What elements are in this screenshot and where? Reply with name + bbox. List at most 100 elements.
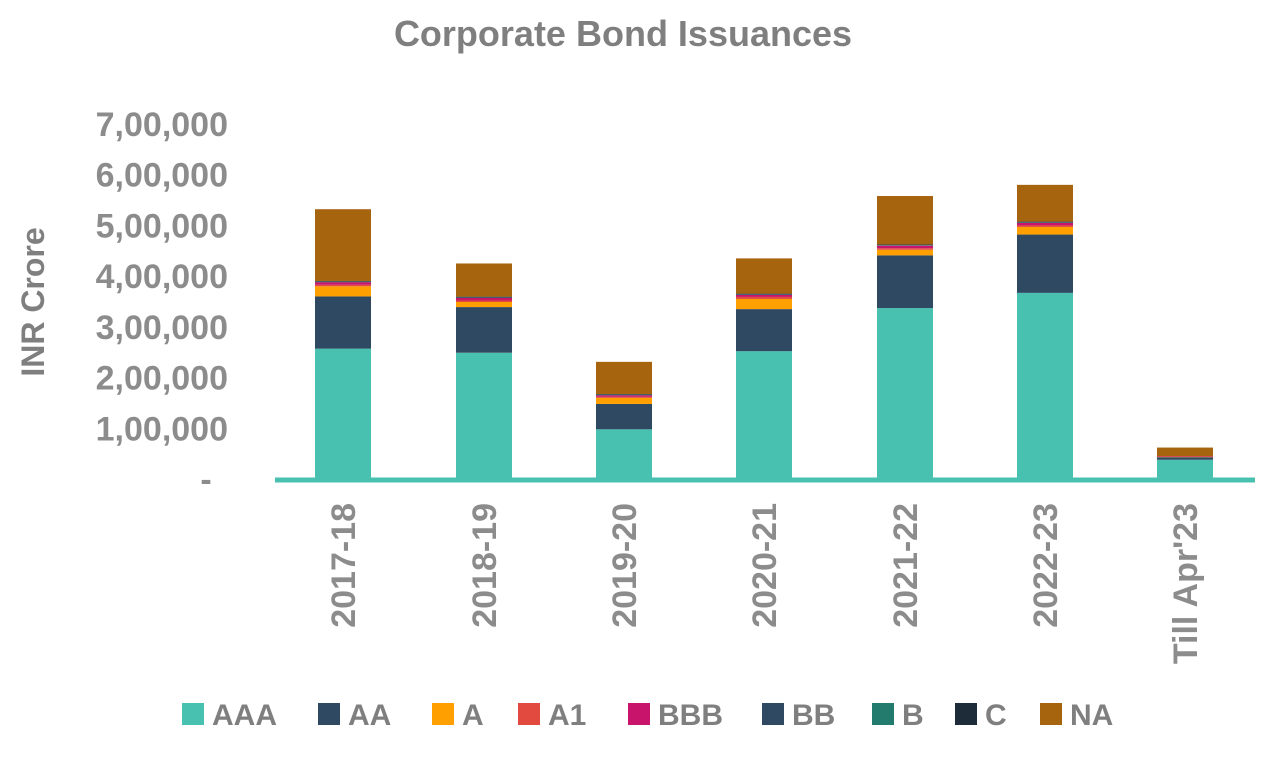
- bar-segment-a: [315, 286, 371, 297]
- bar-segment-na: [1017, 184, 1073, 222]
- bar-segment-aa: [1017, 234, 1073, 293]
- bar-segment-na: [877, 196, 933, 245]
- legend-item-a1: A1: [518, 699, 586, 732]
- legend-item-a: A: [432, 699, 484, 732]
- x-tick-label: 2019-20: [606, 503, 644, 628]
- bar-segment-a1: [596, 396, 652, 398]
- bar-segment-aaa: [1157, 459, 1213, 479]
- bar-segment-bbb: [1017, 222, 1073, 226]
- y-tick-label: 6,00,000: [96, 157, 228, 195]
- legend-swatch: [628, 703, 650, 725]
- bar-segment-a: [736, 298, 792, 310]
- bar-segment-a1: [1157, 456, 1213, 457]
- bar-segment-a: [456, 302, 512, 308]
- legend-label: A1: [548, 699, 586, 732]
- bar-segment-aa: [315, 296, 371, 349]
- y-tick-label: -: [200, 461, 211, 499]
- y-tick-label: 5,00,000: [96, 207, 228, 245]
- x-tick-label: 2022-23: [1027, 503, 1065, 628]
- x-tick-label: 2018-19: [466, 503, 504, 628]
- bar-stack-2017-18: [315, 209, 371, 479]
- bar-segment-bb: [877, 245, 933, 246]
- legend-label: B: [902, 699, 924, 732]
- bar-segment-b: [315, 281, 371, 282]
- bar-segment-bbb: [1157, 456, 1213, 457]
- bar-stack-2020-21: [736, 258, 792, 479]
- chart-title: Corporate Bond Issuances: [394, 13, 852, 54]
- legend-item-b: B: [872, 699, 924, 732]
- y-tick-label: 7,00,000: [96, 106, 228, 144]
- bar-segment-a1: [1017, 225, 1073, 227]
- bar-segment-a1: [736, 296, 792, 299]
- legend-item-aa: AA: [318, 699, 391, 732]
- bar-stack-till-apr-23: [1157, 447, 1213, 479]
- bar-segment-a: [877, 249, 933, 256]
- legend-item-c: C: [955, 699, 1007, 732]
- y-axis-ticks: - 1,00,000 2,00,000 3,00,000 4,00,000 5,00,00…: [96, 106, 228, 499]
- legend-swatch: [182, 703, 204, 725]
- x-tick-label: 2017-18: [325, 503, 363, 628]
- legend-label: NA: [1070, 699, 1113, 732]
- y-tick-label: 2,00,000: [96, 360, 228, 398]
- y-tick-label: 1,00,000: [96, 410, 228, 448]
- x-tick-label: Till Apr'23: [1167, 503, 1205, 664]
- bar-segment-aa: [596, 403, 652, 430]
- bar-segment-a1: [456, 300, 512, 303]
- bar-segment-bbb: [596, 395, 652, 397]
- bar-segment-bb: [1017, 222, 1073, 223]
- legend-swatch: [955, 703, 977, 725]
- bar-segment-c: [315, 280, 371, 282]
- bar-segment-bb: [315, 281, 371, 283]
- legend-label: AAA: [212, 699, 277, 732]
- bar-stack-2021-22: [877, 196, 933, 479]
- legend-label: BB: [792, 699, 835, 732]
- legend-swatch: [762, 703, 784, 725]
- bar-segment-bbb: [877, 245, 933, 249]
- bar-segment-bbb: [456, 297, 512, 301]
- bar-segment-b: [736, 293, 792, 295]
- legend-swatch: [518, 703, 540, 725]
- x-tick-label: 2020-21: [746, 503, 784, 628]
- bar-segment-aaa: [736, 351, 792, 479]
- bar-segment-b: [456, 296, 512, 298]
- y-axis-title: INR Crore: [15, 227, 51, 376]
- bar-segment-aaa: [456, 352, 512, 479]
- x-tick-label: 2021-22: [887, 503, 925, 628]
- bar-segment-bbb: [736, 294, 792, 297]
- bar-segment-c: [877, 244, 933, 245]
- bar-segment-na: [1157, 447, 1213, 457]
- bar-segment-aa: [877, 255, 933, 309]
- bar-segment-aa: [456, 307, 512, 353]
- bar-stack-2022-23: [1017, 184, 1073, 479]
- bar-segment-c: [736, 293, 792, 295]
- bar-segment-c: [1017, 221, 1073, 223]
- bar-segment-na: [736, 258, 792, 294]
- legend-swatch: [432, 703, 454, 725]
- bar-segment-a: [596, 397, 652, 404]
- bar-segment-aaa: [877, 308, 933, 479]
- y-tick-label: 4,00,000: [96, 258, 228, 296]
- legend-swatch: [318, 703, 340, 725]
- y-tick-label: 3,00,000: [96, 309, 228, 347]
- bar-segment-bb: [736, 294, 792, 295]
- bar-segment-a: [1017, 226, 1073, 235]
- bar-segment-a1: [315, 284, 371, 287]
- legend-item-bbb: BBB: [628, 699, 723, 732]
- bar-segment-aa: [1157, 457, 1213, 460]
- x-axis-ticks: 2017-18 2018-19 2019-20 2020-21 2021-22 2022-…: [325, 503, 1205, 664]
- bar-segment-b: [877, 244, 933, 246]
- legend-swatch: [1040, 703, 1062, 725]
- legend-label: AA: [348, 699, 391, 732]
- bar-segment-c: [596, 394, 652, 395]
- bar-segment-aaa: [596, 429, 652, 479]
- bar-segment-a1: [877, 248, 933, 250]
- legend: AAA AA A A1 BBB BB B C NA: [182, 699, 1113, 732]
- bar-segment-a: [1157, 456, 1213, 458]
- legend-item-na: NA: [1040, 699, 1113, 732]
- bar-segment-aaa: [315, 348, 371, 479]
- legend-swatch: [872, 703, 894, 725]
- legend-label: BBB: [658, 699, 723, 732]
- bar-stack-2019-20: [596, 361, 652, 479]
